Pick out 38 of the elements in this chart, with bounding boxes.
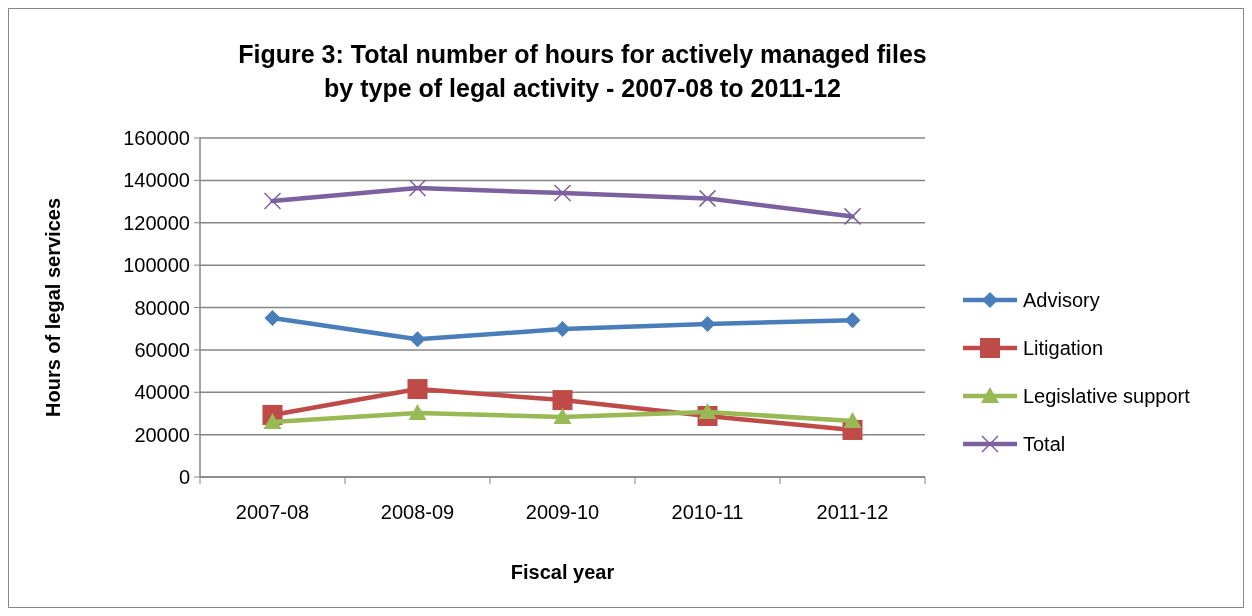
point [408, 404, 427, 421]
x-tick-label: 2007-08 [235, 501, 310, 523]
y-tick-label: 40000 [134, 381, 190, 404]
legend-label: Litigation [1023, 337, 1104, 359]
point [263, 412, 282, 429]
point [553, 408, 572, 425]
point [552, 390, 573, 411]
x-tick-label: 2008-09 [380, 501, 455, 523]
point [698, 189, 717, 208]
y-tick-label: 80000 [134, 296, 190, 319]
y-tick-label: 120000 [123, 211, 190, 234]
x-tick-label: 2010-11 [671, 501, 744, 523]
y-tick-label: 20000 [134, 423, 190, 446]
y-axis-title: Hours of legal services [42, 198, 64, 417]
point [408, 179, 427, 197]
legend-label: Advisory [1023, 289, 1100, 311]
point [553, 184, 572, 202]
y-tick-label: 140000 [123, 169, 190, 192]
point [264, 310, 281, 327]
legend-label: Total [1023, 433, 1066, 455]
point [263, 192, 282, 210]
y-tick-label: 0 [178, 466, 190, 488]
point [843, 207, 862, 226]
point [699, 316, 716, 333]
legend-label: Legislative support [1023, 385, 1191, 407]
point [554, 321, 571, 338]
x-axis-title: Fiscal year [510, 561, 615, 583]
point [844, 312, 861, 329]
y-tick-label: 100000 [123, 254, 190, 277]
point [409, 331, 426, 348]
x-tick-label: 2011-12 [816, 501, 889, 523]
y-tick-label: 60000 [134, 338, 190, 361]
x-tick-label: 2009-10 [525, 501, 600, 523]
y-tick-label: 160000 [123, 127, 190, 149]
point [698, 402, 717, 419]
point [843, 412, 862, 429]
point [407, 379, 428, 400]
chart-title: Figure 3: Total number of hours for actively managed files by type of legal activity - 2007-08 to 2011-12 [238, 40, 927, 102]
